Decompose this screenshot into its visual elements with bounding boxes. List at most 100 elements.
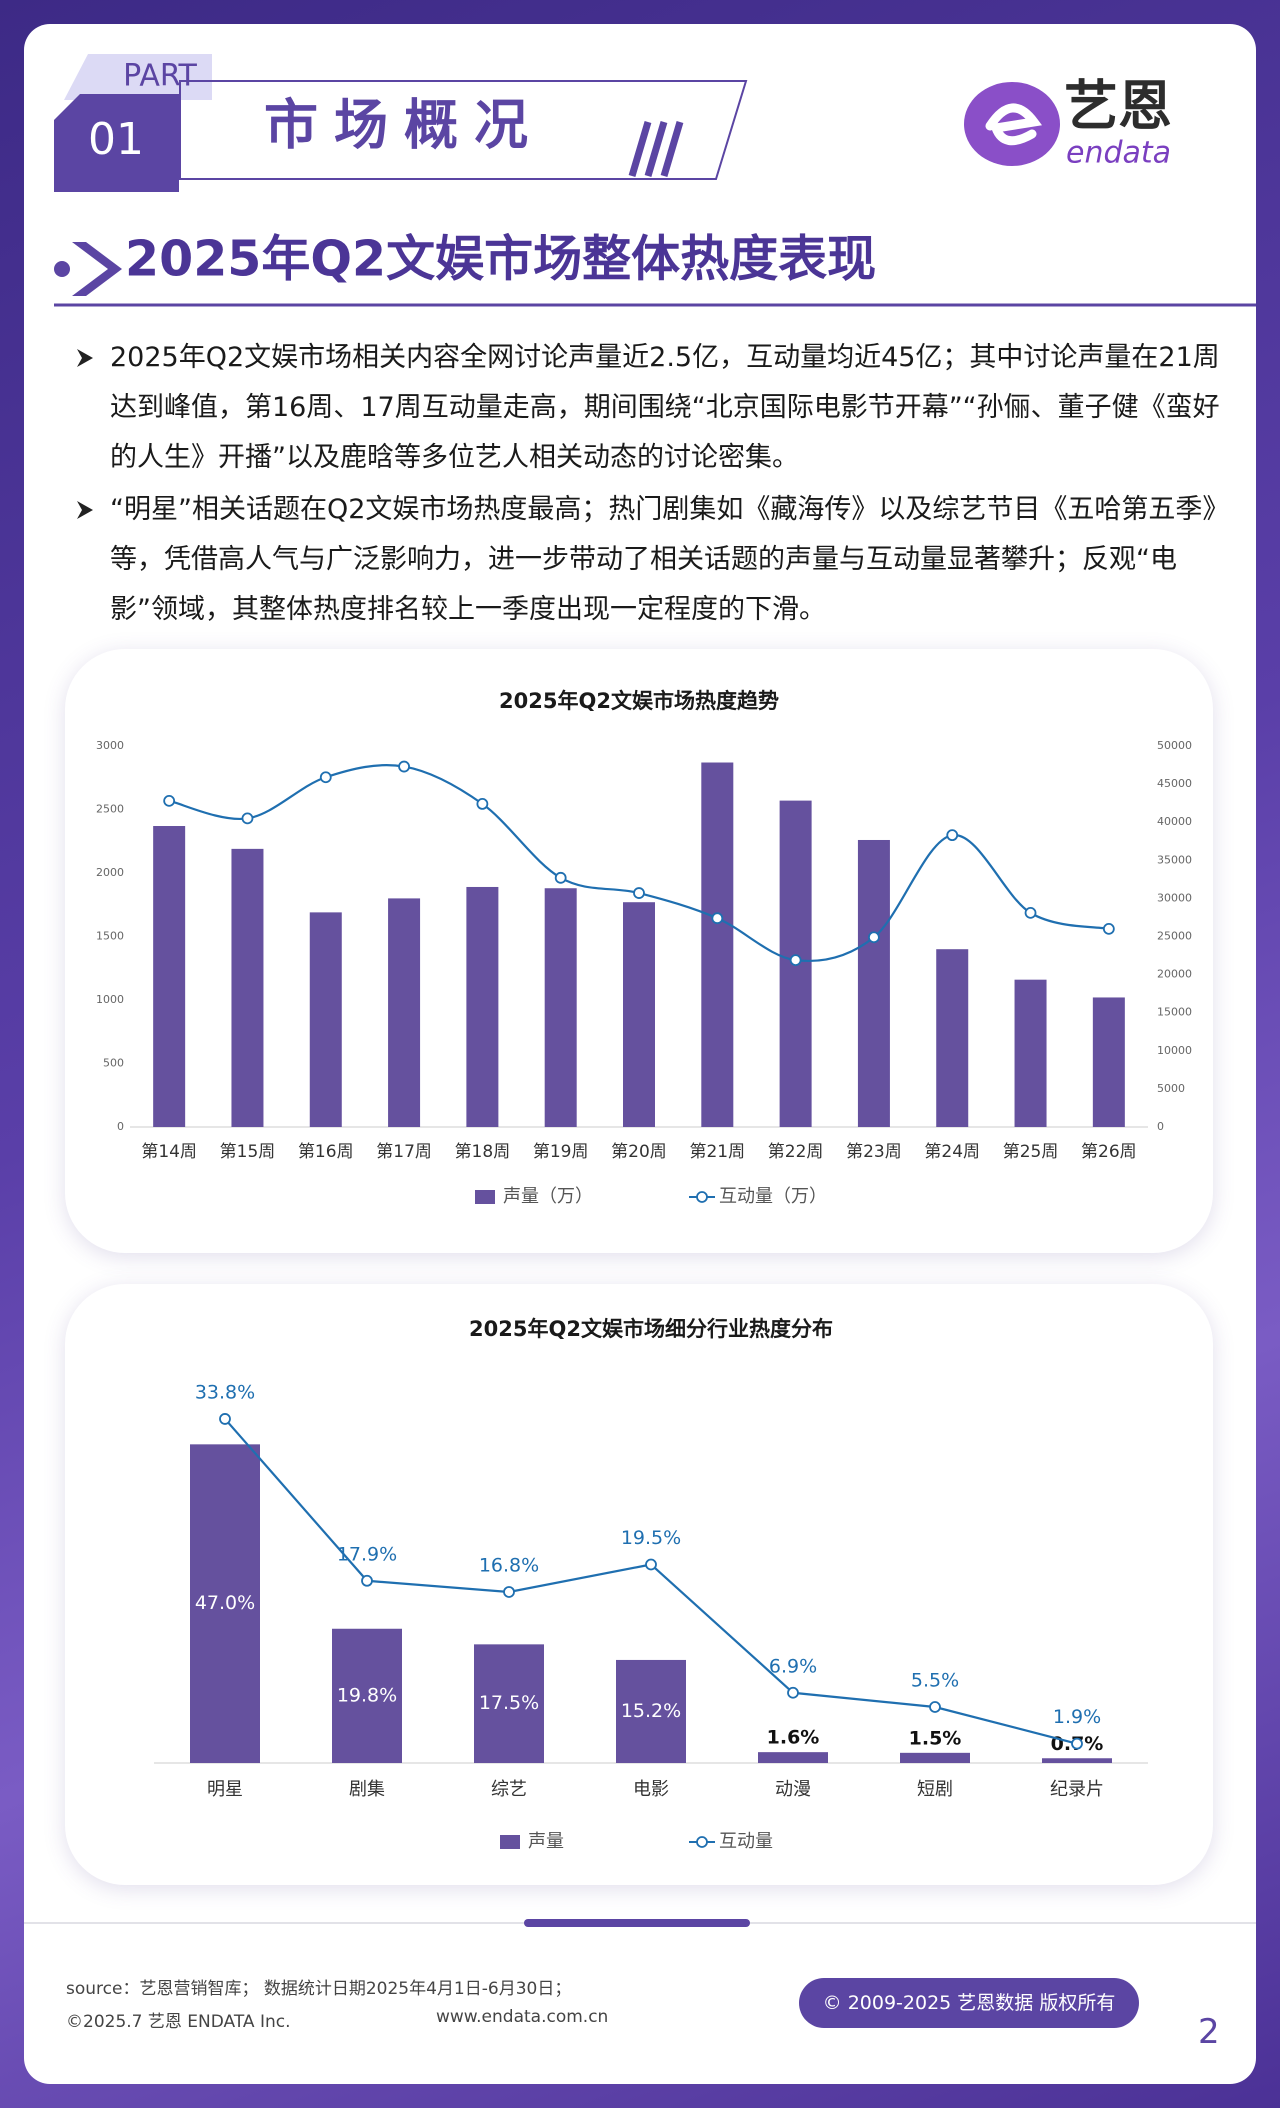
y2-tick-label: 15000	[1157, 1006, 1192, 1019]
x-tick-label: 第22周	[768, 1142, 824, 1162]
x-tick-label: 第24周	[924, 1142, 980, 1162]
bar	[474, 1644, 544, 1763]
x-tick-label: 第15周	[220, 1142, 276, 1162]
bullet-arrow	[77, 349, 93, 367]
line-point	[319, 771, 332, 784]
x-tick-label: 第18周	[455, 1142, 511, 1162]
bar	[936, 949, 969, 1127]
line-point	[1024, 906, 1037, 919]
line-point	[929, 1701, 941, 1713]
bar	[190, 1444, 260, 1763]
bullet-text: 2025年Q2文娱市场相关内容全网讨论声量近2.5亿，互动量均近45亿；其中讨论…	[110, 342, 1220, 473]
bullet-arrow	[77, 501, 93, 519]
logo-en: endata	[1066, 136, 1171, 171]
bar	[1042, 1758, 1112, 1763]
y2-tick-label: 5000	[1157, 1082, 1185, 1095]
legend-label: 声量（万）	[503, 1186, 593, 1207]
x-tick-label: 第20周	[611, 1142, 667, 1162]
x-tick-label: 第25周	[1003, 1142, 1059, 1162]
x-tick-label: 第14周	[141, 1142, 197, 1162]
bar-label: 17.5%	[479, 1692, 539, 1714]
line-label: 16.8%	[479, 1554, 539, 1576]
bar-label: 1.5%	[909, 1727, 962, 1749]
legend-swatch	[475, 1190, 495, 1204]
x-tick-label: 第16周	[298, 1142, 354, 1162]
line-label: 5.5%	[911, 1670, 959, 1692]
bar	[388, 898, 421, 1127]
bar	[623, 902, 655, 1127]
x-tick-label: 第23周	[846, 1142, 902, 1162]
logo-e	[985, 103, 1042, 146]
line-label: 17.9%	[337, 1543, 397, 1565]
bar-label: 1.6%	[767, 1727, 820, 1749]
line-point	[476, 798, 489, 810]
x-tick-label: 纪录片	[1050, 1779, 1104, 1800]
line-point	[554, 871, 567, 884]
heading-icon	[72, 242, 122, 296]
y2-tick-label: 50000	[1157, 739, 1192, 752]
bar	[857, 839, 890, 1127]
y-tick-label: 0	[117, 1120, 124, 1133]
bar	[466, 886, 499, 1127]
part-box	[64, 54, 212, 100]
x-tick-label: 综艺	[491, 1779, 527, 1800]
chart-title: 2025年Q2文娱市场细分行业热度分布	[469, 1317, 833, 1341]
bar	[758, 1752, 828, 1763]
y2-tick-label: 0	[1157, 1120, 1164, 1133]
x-tick-label: 电影	[633, 1779, 669, 1800]
x-tick-label: 第21周	[689, 1142, 745, 1162]
line-point	[711, 912, 724, 925]
x-tick-label: 剧集	[349, 1779, 385, 1800]
line-point	[946, 829, 959, 842]
bullet-text: “明星”相关话题在Q2文娱市场热度最高；热门剧集如《藏海传》以及综艺节目《五哈第…	[110, 494, 1216, 625]
heading-dot	[54, 261, 70, 277]
line-label: 19.5%	[621, 1527, 681, 1549]
bar	[1092, 997, 1125, 1127]
bar	[701, 762, 734, 1127]
y2-tick-label: 40000	[1157, 815, 1192, 828]
x-tick-label: 第26周	[1081, 1142, 1137, 1162]
line-point	[1071, 1737, 1083, 1750]
bar	[544, 888, 577, 1127]
rights: © 2009-2025 艺恩数据 版权所有	[822, 1992, 1116, 2014]
part-title: 市场概况	[264, 94, 544, 157]
legend-label: 互动量（万）	[719, 1186, 827, 1207]
x-tick-label: 第19周	[533, 1142, 589, 1162]
line-point	[1102, 922, 1115, 935]
bar	[309, 912, 342, 1127]
number-box	[54, 94, 179, 192]
line-point	[787, 1686, 799, 1699]
bar	[153, 826, 186, 1127]
website: www.endata.com.cn	[436, 2007, 609, 2027]
bar	[1014, 979, 1047, 1127]
line-label: 1.9%	[1053, 1706, 1101, 1728]
bar-label: 19.8%	[337, 1684, 397, 1706]
line-point	[645, 1558, 657, 1571]
x-tick-label: 第17周	[376, 1142, 432, 1162]
line-point	[503, 1586, 515, 1598]
chart-title: 2025年Q2文娱市场热度趋势	[499, 689, 779, 713]
pager	[524, 1919, 750, 1927]
bar-label: 47.0%	[195, 1592, 255, 1614]
y-tick-label: 2500	[96, 803, 124, 816]
legend-label: 声量	[528, 1831, 564, 1852]
section-title: 2025年Q2文娱市场整体热度表现	[125, 231, 876, 288]
line-point	[361, 1574, 373, 1587]
logo-cn: 艺恩	[1064, 75, 1172, 138]
line-point	[241, 812, 254, 825]
line-point	[868, 931, 880, 944]
bar	[616, 1659, 686, 1763]
y2-tick-label: 10000	[1157, 1044, 1192, 1057]
x-tick-label: 短剧	[917, 1779, 953, 1800]
slashes	[628, 121, 684, 177]
line-point	[398, 760, 410, 773]
copyright: ©2025.7 艺恩 ENDATA Inc.	[66, 2012, 291, 2032]
y2-tick-label: 45000	[1157, 777, 1192, 790]
line-point	[163, 794, 176, 807]
line-label: 33.8%	[195, 1381, 255, 1403]
page-number: 2	[1198, 2012, 1220, 2052]
y2-tick-label: 35000	[1157, 853, 1192, 866]
x-tick-label: 动漫	[775, 1779, 811, 1800]
